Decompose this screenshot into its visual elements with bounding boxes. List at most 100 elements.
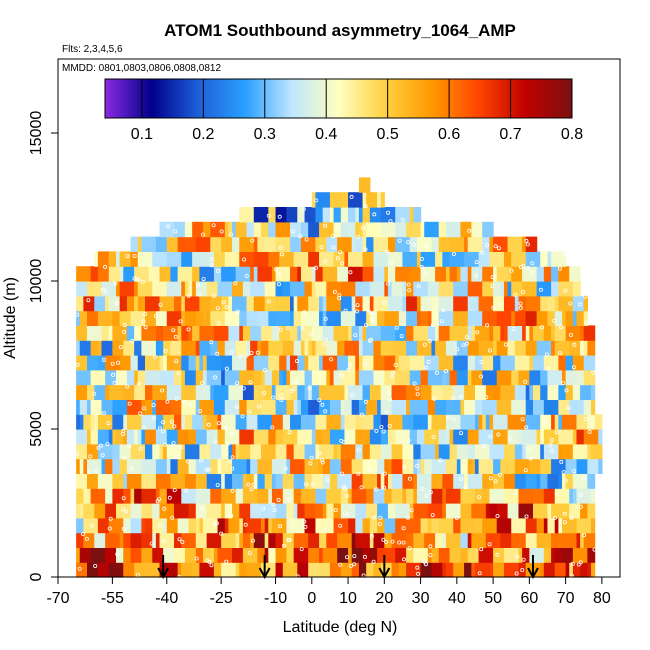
- sample-point: [319, 245, 324, 250]
- sample-point: [382, 485, 387, 490]
- sample-point: [174, 396, 179, 401]
- heatmap-cell: [199, 443, 211, 460]
- heatmap-cell: [90, 547, 106, 563]
- sample-point: [394, 325, 399, 330]
- sample-point: [172, 424, 177, 429]
- sample-point: [277, 214, 282, 219]
- heatmap-cell: [83, 458, 88, 474]
- sample-point: [432, 396, 437, 401]
- heatmap-cell: [551, 325, 556, 341]
- sample-point: [143, 325, 148, 330]
- heatmap-cell: [340, 443, 356, 460]
- sample-point: [359, 412, 364, 417]
- heatmap-cell: [456, 443, 469, 460]
- heatmap-cell: [478, 429, 494, 445]
- heatmap-cell: [406, 310, 418, 326]
- heatmap-cell: [224, 429, 240, 445]
- sample-point: [572, 365, 577, 370]
- heatmap-cell: [126, 369, 135, 386]
- heatmap-cell: [166, 355, 182, 371]
- heatmap-cell: [126, 429, 135, 445]
- heatmap-cell: [467, 295, 476, 312]
- heatmap-cell: [159, 488, 168, 504]
- sample-point: [115, 552, 120, 557]
- heatmap-cell: [377, 192, 382, 208]
- heatmap-cell: [514, 355, 530, 371]
- heatmap-cell: [449, 547, 462, 563]
- heatmap-cell: [94, 532, 106, 548]
- heatmap-cell: [177, 429, 190, 445]
- heatmap-cell: [431, 473, 440, 489]
- heatmap-cell: [493, 429, 509, 445]
- heatmap-cell: [500, 325, 505, 341]
- heatmap-cell: [76, 562, 88, 578]
- heatmap-cell: [395, 547, 407, 563]
- heatmap-cell: [311, 369, 327, 386]
- heatmap-cell: [282, 429, 298, 445]
- heatmap-cell: [482, 414, 487, 430]
- heatmap-cell: [493, 355, 501, 371]
- heatmap-cell: [170, 399, 182, 415]
- heatmap-cell: [543, 547, 552, 563]
- heatmap-cell: [210, 443, 222, 460]
- heatmap-cell: [387, 429, 396, 445]
- heatmap-cell: [308, 384, 313, 400]
- sample-point: [75, 362, 80, 367]
- heatmap-cell: [250, 266, 255, 282]
- heatmap-cell: [489, 325, 494, 341]
- heatmap-cell: [319, 532, 327, 548]
- heatmap-cell: [503, 488, 520, 504]
- sample-point: [212, 375, 217, 380]
- heatmap-cell: [380, 399, 393, 415]
- heatmap-cell: [304, 517, 317, 534]
- heatmap-cell: [547, 517, 556, 534]
- heatmap-cell: [540, 295, 549, 312]
- sample-point: [161, 539, 166, 544]
- heatmap-cell: [329, 399, 342, 415]
- heatmap-cell: [221, 532, 237, 548]
- heatmap-cell: [290, 266, 298, 282]
- heatmap-cell: [264, 384, 273, 400]
- heatmap-cell: [395, 503, 411, 519]
- heatmap-cell: [315, 443, 320, 460]
- heatmap-cell: [76, 281, 88, 297]
- heatmap-cell: [155, 310, 168, 326]
- sample-point: [244, 353, 249, 358]
- heatmap-cell: [141, 399, 146, 415]
- heatmap-cell: [337, 532, 353, 548]
- heatmap-cell: [112, 473, 124, 489]
- heatmap-cell: [112, 325, 128, 341]
- heatmap-cell: [275, 547, 288, 563]
- sample-point: [415, 386, 420, 391]
- heatmap-cell: [493, 458, 501, 474]
- heatmap-cell: [79, 340, 92, 356]
- sample-point: [356, 471, 361, 476]
- heatmap-cell: [340, 310, 356, 326]
- heatmap-cell: [253, 251, 269, 267]
- heatmap-cell: [152, 384, 168, 400]
- heatmap-cell: [580, 562, 588, 578]
- heatmap-cell: [431, 236, 440, 252]
- heatmap-cell: [235, 532, 240, 548]
- sample-point: [372, 515, 377, 520]
- heatmap-cell: [130, 355, 139, 371]
- heatmap-cell: [329, 207, 335, 223]
- sample-point: [165, 224, 170, 229]
- heatmap-cell: [232, 443, 237, 460]
- heatmap-cell: [199, 295, 211, 312]
- heatmap-cell: [253, 266, 259, 282]
- heatmap-cell: [304, 458, 320, 474]
- sample-point: [209, 563, 214, 568]
- heatmap-cell: [326, 414, 342, 430]
- heatmap-cell: [297, 384, 306, 400]
- heatmap-cell: [293, 340, 302, 356]
- heatmap-cell: [246, 295, 255, 312]
- heatmap-cell: [518, 503, 534, 519]
- heatmap-cell: [134, 325, 142, 341]
- heatmap-cell: [547, 310, 556, 326]
- heatmap-cell: [561, 532, 578, 548]
- heatmap-cell: [387, 236, 396, 252]
- heatmap-cell: [239, 443, 251, 460]
- heatmap-cell: [264, 547, 269, 563]
- heatmap-cell: [145, 429, 157, 445]
